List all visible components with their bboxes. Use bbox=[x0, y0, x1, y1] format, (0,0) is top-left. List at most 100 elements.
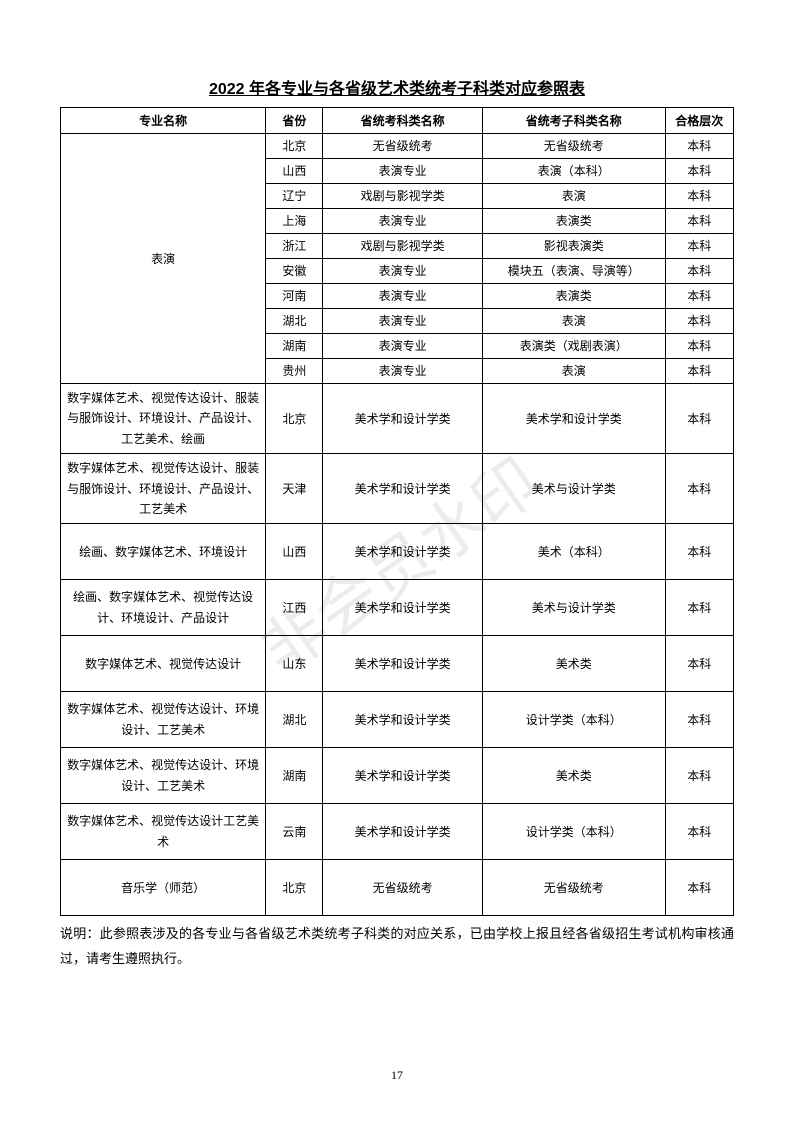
cell-level: 本科 bbox=[665, 184, 733, 209]
table-row: 数字媒体艺术、视觉传达设计山东美术学和设计学类美术类本科 bbox=[61, 636, 734, 692]
cell-prov: 河南 bbox=[266, 284, 323, 309]
cell-prov: 浙江 bbox=[266, 234, 323, 259]
table-row: 音乐学（师范）北京无省级统考无省级统考本科 bbox=[61, 860, 734, 916]
cell-sub: 美术学和设计学类 bbox=[483, 384, 666, 454]
cell-prov: 安徽 bbox=[266, 259, 323, 284]
cell-sub: 美术类 bbox=[483, 748, 666, 804]
table-header-row: 专业名称 省份 省统考科类名称 省统考子科类名称 合格层次 bbox=[61, 108, 734, 134]
cell-sub: 无省级统考 bbox=[483, 134, 666, 159]
cell-exam: 表演专业 bbox=[323, 309, 483, 334]
cell-exam: 美术学和设计学类 bbox=[323, 804, 483, 860]
cell-exam: 表演专业 bbox=[323, 259, 483, 284]
cell-exam: 表演专业 bbox=[323, 209, 483, 234]
cell-sub: 美术与设计学类 bbox=[483, 580, 666, 636]
cell-major: 数字媒体艺术、视觉传达设计工艺美术 bbox=[61, 804, 266, 860]
cell-level: 本科 bbox=[665, 384, 733, 454]
cell-exam: 美术学和设计学类 bbox=[323, 384, 483, 454]
page-title: 2022 年各专业与各省级艺术类统考子科类对应参照表 bbox=[60, 75, 734, 99]
cell-level: 本科 bbox=[665, 209, 733, 234]
cell-prov: 北京 bbox=[266, 860, 323, 916]
cell-major: 绘画、数字媒体艺术、环境设计 bbox=[61, 524, 266, 580]
cell-major: 数字媒体艺术、视觉传达设计、服装与服饰设计、环境设计、产品设计、工艺美术 bbox=[61, 454, 266, 524]
cell-prov: 辽宁 bbox=[266, 184, 323, 209]
table-row: 数字媒体艺术、视觉传达设计工艺美术云南美术学和设计学类设计学类（本科）本科 bbox=[61, 804, 734, 860]
cell-exam: 表演专业 bbox=[323, 284, 483, 309]
cell-prov: 天津 bbox=[266, 454, 323, 524]
cell-level: 本科 bbox=[665, 580, 733, 636]
cell-exam: 美术学和设计学类 bbox=[323, 454, 483, 524]
cell-level: 本科 bbox=[665, 334, 733, 359]
cell-exam: 无省级统考 bbox=[323, 860, 483, 916]
cell-prov: 上海 bbox=[266, 209, 323, 234]
cell-prov: 湖南 bbox=[266, 748, 323, 804]
cell-level: 本科 bbox=[665, 234, 733, 259]
cell-exam: 美术学和设计学类 bbox=[323, 636, 483, 692]
cell-level: 本科 bbox=[665, 692, 733, 748]
cell-sub: 表演 bbox=[483, 184, 666, 209]
cell-sub: 表演类 bbox=[483, 209, 666, 234]
cell-prov: 云南 bbox=[266, 804, 323, 860]
cell-sub: 模块五（表演、导演等） bbox=[483, 259, 666, 284]
col-level: 合格层次 bbox=[665, 108, 733, 134]
table-row: 数字媒体艺术、视觉传达设计、服装与服饰设计、环境设计、产品设计、工艺美术天津美术… bbox=[61, 454, 734, 524]
col-exam-name: 省统考科类名称 bbox=[323, 108, 483, 134]
cell-level: 本科 bbox=[665, 860, 733, 916]
cell-exam: 表演专业 bbox=[323, 159, 483, 184]
cell-sub: 表演 bbox=[483, 359, 666, 384]
reference-table: 专业名称 省份 省统考科类名称 省统考子科类名称 合格层次 表演北京无省级统考无… bbox=[60, 107, 734, 916]
table-row: 表演北京无省级统考无省级统考本科 bbox=[61, 134, 734, 159]
cell-sub: 无省级统考 bbox=[483, 860, 666, 916]
note-text: 说明：此参照表涉及的各专业与各省级艺术类统考子科类的对应关系，已由学校上报且经各… bbox=[60, 922, 734, 971]
cell-sub: 表演类（戏剧表演） bbox=[483, 334, 666, 359]
cell-exam: 戏剧与影视学类 bbox=[323, 234, 483, 259]
cell-sub: 美术（本科） bbox=[483, 524, 666, 580]
cell-exam: 美术学和设计学类 bbox=[323, 748, 483, 804]
cell-level: 本科 bbox=[665, 748, 733, 804]
cell-prov: 山东 bbox=[266, 636, 323, 692]
cell-prov: 湖北 bbox=[266, 692, 323, 748]
cell-level: 本科 bbox=[665, 134, 733, 159]
cell-prov: 北京 bbox=[266, 384, 323, 454]
cell-prov: 山西 bbox=[266, 524, 323, 580]
cell-sub: 设计学类（本科） bbox=[483, 692, 666, 748]
cell-sub: 表演 bbox=[483, 309, 666, 334]
cell-level: 本科 bbox=[665, 359, 733, 384]
cell-level: 本科 bbox=[665, 804, 733, 860]
cell-major: 音乐学（师范） bbox=[61, 860, 266, 916]
cell-prov: 湖北 bbox=[266, 309, 323, 334]
cell-major: 表演 bbox=[61, 134, 266, 384]
col-province: 省份 bbox=[266, 108, 323, 134]
cell-exam: 美术学和设计学类 bbox=[323, 524, 483, 580]
cell-exam: 美术学和设计学类 bbox=[323, 580, 483, 636]
cell-sub: 美术类 bbox=[483, 636, 666, 692]
cell-sub: 设计学类（本科） bbox=[483, 804, 666, 860]
cell-prov: 江西 bbox=[266, 580, 323, 636]
cell-level: 本科 bbox=[665, 159, 733, 184]
cell-exam: 无省级统考 bbox=[323, 134, 483, 159]
col-sub-name: 省统考子科类名称 bbox=[483, 108, 666, 134]
table-row: 绘画、数字媒体艺术、视觉传达设计、环境设计、产品设计江西美术学和设计学类美术与设… bbox=[61, 580, 734, 636]
table-row: 绘画、数字媒体艺术、环境设计山西美术学和设计学类美术（本科）本科 bbox=[61, 524, 734, 580]
cell-prov: 湖南 bbox=[266, 334, 323, 359]
table-row: 数字媒体艺术、视觉传达设计、服装与服饰设计、环境设计、产品设计、工艺美术、绘画北… bbox=[61, 384, 734, 454]
cell-sub: 美术与设计学类 bbox=[483, 454, 666, 524]
cell-major: 数字媒体艺术、视觉传达设计 bbox=[61, 636, 266, 692]
cell-major: 数字媒体艺术、视觉传达设计、环境设计、工艺美术 bbox=[61, 692, 266, 748]
cell-exam: 戏剧与影视学类 bbox=[323, 184, 483, 209]
cell-major: 数字媒体艺术、视觉传达设计、环境设计、工艺美术 bbox=[61, 748, 266, 804]
cell-exam: 表演专业 bbox=[323, 359, 483, 384]
cell-level: 本科 bbox=[665, 524, 733, 580]
cell-level: 本科 bbox=[665, 309, 733, 334]
cell-exam: 表演专业 bbox=[323, 334, 483, 359]
cell-sub: 表演类 bbox=[483, 284, 666, 309]
cell-level: 本科 bbox=[665, 259, 733, 284]
cell-major: 数字媒体艺术、视觉传达设计、服装与服饰设计、环境设计、产品设计、工艺美术、绘画 bbox=[61, 384, 266, 454]
page-number: 17 bbox=[0, 1068, 794, 1083]
cell-level: 本科 bbox=[665, 454, 733, 524]
col-major-name: 专业名称 bbox=[61, 108, 266, 134]
cell-major: 绘画、数字媒体艺术、视觉传达设计、环境设计、产品设计 bbox=[61, 580, 266, 636]
cell-prov: 山西 bbox=[266, 159, 323, 184]
table-row: 数字媒体艺术、视觉传达设计、环境设计、工艺美术湖北美术学和设计学类设计学类（本科… bbox=[61, 692, 734, 748]
cell-level: 本科 bbox=[665, 636, 733, 692]
cell-prov: 贵州 bbox=[266, 359, 323, 384]
